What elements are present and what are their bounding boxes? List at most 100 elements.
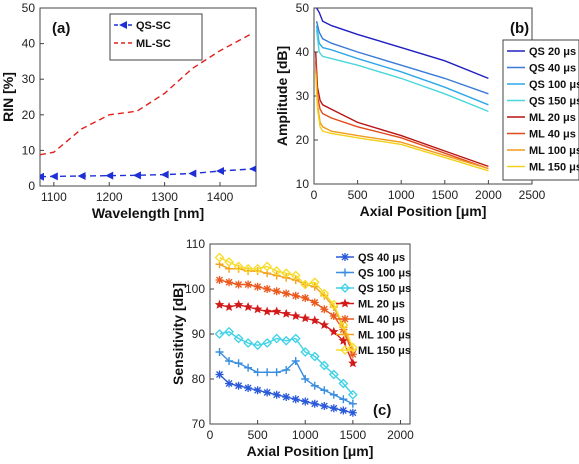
data-point <box>320 386 329 395</box>
x-tick-label: 2000 <box>387 428 414 442</box>
data-point <box>301 397 310 406</box>
data-point <box>282 366 291 374</box>
data-point <box>224 326 234 337</box>
data-point <box>233 261 244 272</box>
data-point <box>40 172 44 181</box>
data-point <box>253 282 262 291</box>
x-tick-label: 1500 <box>431 188 458 202</box>
legend-marker <box>119 21 127 29</box>
data-point <box>300 279 311 290</box>
data-point <box>281 308 291 318</box>
y-tick-label: 10 <box>22 143 36 157</box>
data-point <box>252 263 263 274</box>
data-point <box>319 288 330 299</box>
y-tick-label: 50 <box>296 1 310 15</box>
data-point <box>291 291 300 300</box>
legend-entry: ML 150 μs <box>529 162 579 174</box>
data-point <box>244 280 253 289</box>
data-point <box>262 306 272 316</box>
data-point <box>281 335 292 346</box>
data-point <box>329 390 338 399</box>
data-point <box>105 171 114 180</box>
data-point <box>225 379 234 388</box>
data-point <box>234 280 243 289</box>
data-point <box>252 304 263 314</box>
data-point <box>329 312 338 320</box>
data-point <box>290 333 301 344</box>
data-point <box>282 289 291 298</box>
data-point <box>49 172 58 181</box>
data-point <box>310 399 319 408</box>
data-point <box>215 276 224 284</box>
y-tick-label: 20 <box>296 133 310 147</box>
data-point <box>132 171 141 180</box>
y-axis-label: Amplitude [dB] <box>274 46 290 146</box>
legend-marker <box>341 253 349 261</box>
x-axis-label: Axial Position [μm] <box>247 443 374 459</box>
y-axis-label: Sensitivity [dB] <box>170 283 186 385</box>
y-axis-label: RIN [%] <box>0 72 16 122</box>
y-tick-label: 110 <box>186 237 205 251</box>
data-point <box>320 402 329 410</box>
legend-entry: ML 20 μs <box>529 112 576 124</box>
data-point <box>252 340 263 351</box>
data-point <box>282 393 291 401</box>
data-point <box>263 285 272 293</box>
legend-entry: QS 40 μs <box>529 63 576 75</box>
y-tick-label: 80 <box>192 372 206 386</box>
data-point <box>328 369 339 380</box>
x-tick-label: 1300 <box>151 190 178 204</box>
data-point <box>320 305 329 314</box>
data-point <box>263 388 272 397</box>
data-point <box>188 169 197 178</box>
data-point <box>272 390 281 399</box>
legend-entry: QS 100 μs <box>529 79 579 91</box>
x-tick-label: 0 <box>207 428 214 442</box>
legend-entry: QS 20 μs <box>529 46 576 58</box>
x-axis-label: Wavelength [nm] <box>92 205 204 221</box>
series-line <box>315 73 489 172</box>
legend-entry: ML 100 μs <box>358 330 411 342</box>
data-point <box>281 268 292 279</box>
legend-entry: QS 40 μs <box>358 252 405 264</box>
y-tick-label: 20 <box>22 108 36 122</box>
data-point <box>249 165 256 173</box>
series-line <box>40 32 254 156</box>
data-point <box>214 252 225 263</box>
data-point <box>339 395 348 404</box>
series-group <box>40 32 256 181</box>
plot-frame <box>313 7 533 185</box>
plot-frame <box>39 7 257 187</box>
series-line <box>315 21 489 95</box>
panel-b: 0 500 1000 1500 2000 2500 10 20 30 40 50 Axial Posi… <box>274 1 579 219</box>
data-point <box>233 299 244 309</box>
data-point <box>271 266 282 276</box>
data-point <box>262 338 273 348</box>
y-tick-label: 30 <box>296 89 310 103</box>
data-point <box>233 333 244 344</box>
x-tick-label: 1100 <box>41 190 67 204</box>
data-point <box>262 261 273 272</box>
data-point <box>290 270 301 281</box>
legend-entry: ML-SC <box>136 38 171 50</box>
series-group <box>214 252 358 417</box>
series-line <box>315 51 489 168</box>
data-point <box>348 399 357 408</box>
data-point <box>253 386 262 395</box>
legend-marker <box>341 268 349 277</box>
data-point <box>348 408 357 417</box>
legend-entry: QS-SC <box>136 20 171 32</box>
data-point <box>243 263 254 274</box>
legend-entry: QS 100 μs <box>358 268 411 280</box>
x-tick-label: 500 <box>348 188 368 202</box>
panel-label: (b) <box>510 20 529 37</box>
data-point <box>329 404 338 413</box>
data-point <box>253 368 262 377</box>
legend: QS 40 μs QS 100 μs QS 150 μs ML 20 μs ML 40 … <box>336 252 411 357</box>
legend-marker <box>341 330 349 339</box>
legend-entry: ML 20 μs <box>358 299 405 311</box>
y-tick-label: 50 <box>22 1 36 15</box>
data-point <box>263 368 272 377</box>
y-tick-label: 30 <box>22 72 36 86</box>
y-tick-label: 0 <box>28 179 35 193</box>
